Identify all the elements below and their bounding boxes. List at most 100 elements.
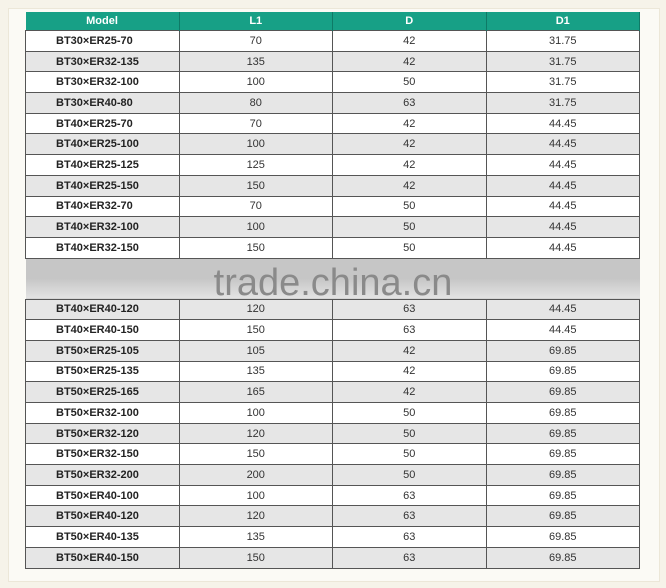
cell-d: 63 [332, 505, 487, 528]
table-row: BT30×ER25-70 70 42 31.75 [25, 30, 640, 52]
cell-d: 63 [332, 92, 487, 114]
cell-l1: 70 [178, 112, 333, 135]
cell-d1: 69.85 [485, 443, 640, 466]
cell-model: BT30×ER25-70 [25, 30, 180, 52]
cell-model: BT50×ER32-150 [25, 443, 180, 466]
cell-l1: 105 [178, 339, 333, 362]
cell-model: BT50×ER25-165 [25, 381, 180, 403]
table-row: BT40×ER25-70 70 42 44.45 [25, 112, 640, 135]
cell-model: BT50×ER32-100 [25, 402, 180, 424]
cell-d: 50 [332, 195, 487, 218]
cell-d1: 44.45 [485, 298, 640, 321]
cell-d: 50 [332, 71, 487, 94]
table-row: BT50×ER32-150 150 50 69.85 [25, 443, 640, 466]
table-row: BT40×ER25-150 150 42 44.45 [25, 174, 640, 197]
cell-d: 63 [332, 319, 487, 341]
cell-d: 50 [332, 422, 487, 445]
cell-d1: 69.85 [485, 464, 640, 486]
cell-d1: 44.45 [485, 112, 640, 135]
cell-d1: 69.85 [485, 402, 640, 424]
cell-d1: 31.75 [485, 71, 640, 94]
table-row: BT50×ER32-200 200 50 69.85 [25, 464, 640, 486]
cell-d: 42 [332, 112, 487, 135]
cell-model: BT40×ER32-100 [25, 216, 180, 238]
table-row: BT50×ER32-120 120 50 69.85 [25, 422, 640, 445]
table-row: BT50×ER25-105 105 42 69.85 [25, 339, 640, 362]
cell-model: BT50×ER40-120 [25, 505, 180, 528]
cell-model: BT30×ER32-135 [25, 50, 180, 73]
cell-l1: 100 [178, 484, 333, 507]
cell-d: 63 [332, 526, 487, 548]
cell-model: BT40×ER40-150 [25, 319, 180, 341]
cell-d1: 69.85 [485, 546, 640, 569]
cell-l1: 135 [178, 50, 333, 73]
cell-d: 63 [332, 298, 487, 321]
table-row: BT30×ER32-100 100 50 31.75 [25, 71, 640, 94]
cell-d: 42 [332, 50, 487, 73]
cell-l1: 100 [178, 216, 333, 238]
cell-l1: 100 [178, 71, 333, 94]
cell-d1: 31.75 [485, 30, 640, 52]
cell-model: BT50×ER40-135 [25, 526, 180, 548]
cell-d1: 69.85 [485, 339, 640, 362]
header-row: Model L1 D D1 [25, 12, 640, 31]
cell-d: 42 [332, 339, 487, 362]
cell-d: 50 [332, 464, 487, 486]
cell-d: 42 [332, 360, 487, 383]
cell-model: BT50×ER40-150 [25, 546, 180, 569]
cell-model: BT40×ER40-120 [25, 298, 180, 321]
cell-l1: 125 [178, 154, 333, 176]
cell-model: BT30×ER32-100 [25, 71, 180, 94]
cell-d1: 44.45 [485, 319, 640, 341]
cell-model: BT50×ER25-135 [25, 360, 180, 383]
cell-l1: 120 [178, 422, 333, 445]
cell-d: 50 [332, 443, 487, 466]
cell-model: BT50×ER32-200 [25, 464, 180, 486]
cell-d1: 44.45 [485, 216, 640, 238]
cell-d1: 69.85 [485, 381, 640, 403]
cell-l1: 135 [178, 360, 333, 383]
cell-l1: 120 [178, 298, 333, 321]
cell-d: 50 [332, 402, 487, 424]
table-row: BT40×ER32-150 150 50 44.45 [25, 236, 640, 259]
cell-l1: 150 [178, 546, 333, 569]
watermark: trade.china.cn [213, 262, 453, 304]
table-row: BT50×ER32-100 100 50 69.85 [25, 402, 640, 424]
cell-d1: 31.75 [485, 92, 640, 114]
cell-d: 42 [332, 154, 487, 176]
table-row: BT50×ER40-135 135 63 69.85 [25, 526, 640, 548]
header-l1: L1 [179, 12, 333, 31]
cell-l1: 100 [178, 133, 333, 156]
cell-l1: 135 [178, 526, 333, 548]
spec-table: Model L1 D D1 BT30×ER25-70 70 42 31.75 BT30×… [25, 12, 640, 569]
cell-model: BT40×ER25-100 [25, 133, 180, 156]
cell-model: BT40×ER25-125 [25, 154, 180, 176]
cell-l1: 150 [178, 319, 333, 341]
cell-l1: 80 [178, 92, 333, 114]
cell-d1: 44.45 [485, 133, 640, 156]
cell-d: 63 [332, 484, 487, 507]
header-d: D [332, 12, 487, 31]
cell-d: 42 [332, 381, 487, 403]
cell-l1: 70 [178, 30, 333, 52]
cell-model: BT50×ER25-105 [25, 339, 180, 362]
cell-model: BT40×ER25-70 [25, 112, 180, 135]
cell-d1: 69.85 [485, 360, 640, 383]
cell-l1: 150 [178, 236, 333, 259]
cell-d1: 69.85 [485, 526, 640, 548]
cell-l1: 150 [178, 443, 333, 466]
cell-d: 42 [332, 133, 487, 156]
table-row: BT40×ER25-100 100 42 44.45 [25, 133, 640, 156]
cell-model: BT50×ER32-120 [25, 422, 180, 445]
cell-d1: 31.75 [485, 50, 640, 73]
cell-d: 50 [332, 236, 487, 259]
table-row: BT30×ER32-135 135 42 31.75 [25, 50, 640, 73]
cell-model: BT40×ER32-70 [25, 195, 180, 218]
cell-d1: 44.45 [485, 154, 640, 176]
cell-d1: 69.85 [485, 505, 640, 528]
cell-l1: 150 [178, 174, 333, 197]
cell-d: 42 [332, 174, 487, 197]
cell-l1: 100 [178, 402, 333, 424]
table-row: BT40×ER32-100 100 50 44.45 [25, 216, 640, 238]
cell-d1: 69.85 [485, 484, 640, 507]
